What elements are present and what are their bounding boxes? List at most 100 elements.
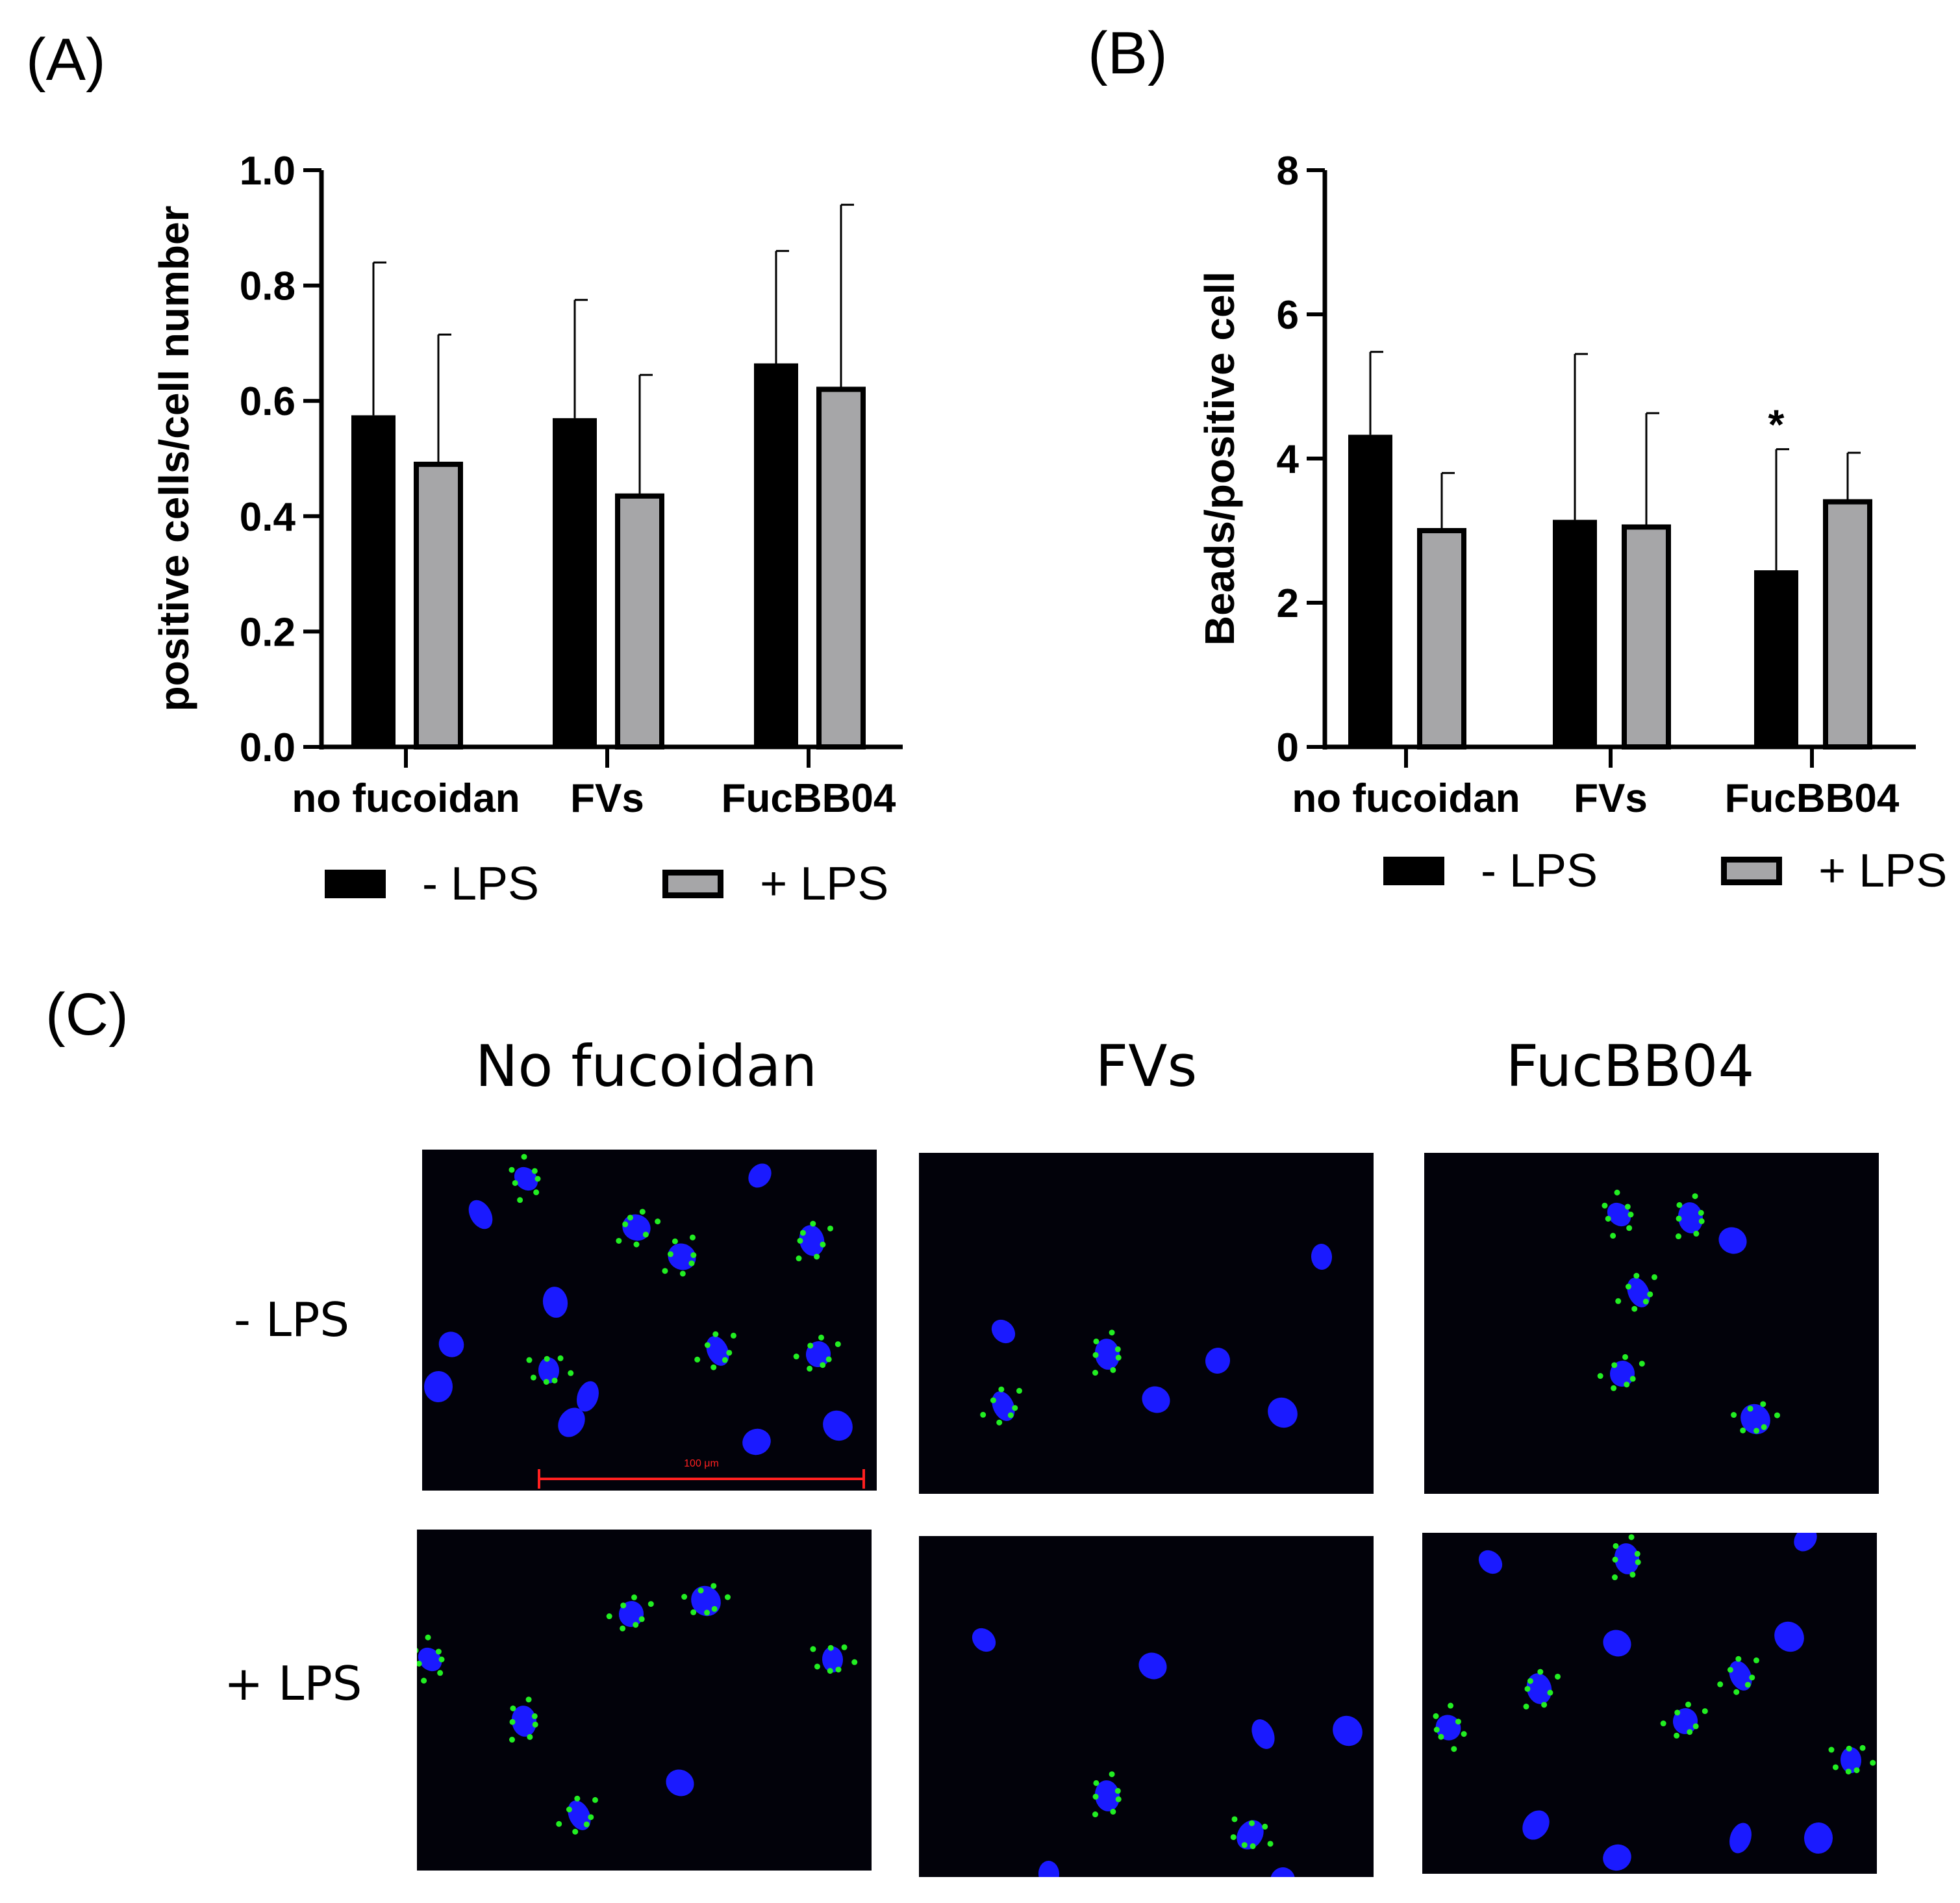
nucleus xyxy=(558,1407,585,1437)
bar xyxy=(351,415,396,747)
bead xyxy=(672,1238,678,1244)
nucleus xyxy=(1333,1715,1363,1746)
bead xyxy=(1625,1283,1631,1290)
bead xyxy=(1241,1842,1248,1848)
bead xyxy=(633,1622,639,1628)
y-tick-label: 0.4 xyxy=(240,495,296,540)
bead xyxy=(697,1587,704,1594)
bead xyxy=(1523,1704,1529,1710)
bead xyxy=(1007,1412,1014,1418)
bead xyxy=(543,1379,549,1385)
bead xyxy=(841,1644,848,1650)
bead xyxy=(1438,1733,1444,1740)
micrograph-cells xyxy=(980,1244,1333,1428)
y-axis-label: positive cells/cell number xyxy=(151,206,197,712)
nucleus xyxy=(1718,1227,1747,1254)
panel-label-c: (C) xyxy=(45,981,129,1048)
bead xyxy=(1093,1780,1099,1786)
nucleus xyxy=(438,1331,464,1357)
bead xyxy=(1828,1746,1835,1753)
bead xyxy=(592,1796,598,1803)
bead xyxy=(1249,1820,1255,1826)
nucleus xyxy=(542,1287,568,1318)
panel-label-b: (B) xyxy=(1088,20,1168,86)
bead xyxy=(726,1350,733,1356)
bead xyxy=(1611,1385,1617,1391)
bead xyxy=(1870,1759,1876,1766)
bead xyxy=(425,1634,431,1641)
bead xyxy=(1693,1230,1700,1237)
nucleus xyxy=(618,1601,644,1627)
bead xyxy=(534,1176,541,1182)
bead xyxy=(1615,1298,1622,1304)
bead xyxy=(1633,1272,1640,1279)
nucleus xyxy=(1740,1404,1770,1435)
nucleus xyxy=(1609,1361,1635,1387)
bead xyxy=(1110,1367,1116,1373)
bead xyxy=(851,1659,858,1665)
bead xyxy=(793,1354,799,1360)
bead xyxy=(1537,1669,1544,1675)
bead xyxy=(1735,1656,1742,1662)
bead xyxy=(810,1220,816,1227)
bead xyxy=(681,1594,688,1600)
bead xyxy=(690,1609,697,1615)
bead xyxy=(1727,1667,1733,1673)
bead xyxy=(1231,1816,1238,1822)
nucleus xyxy=(1268,1397,1298,1428)
bead xyxy=(1639,1361,1645,1367)
bead xyxy=(1635,1559,1641,1565)
bead xyxy=(532,1721,538,1728)
nucleus xyxy=(1840,1747,1862,1773)
bead xyxy=(1527,1678,1533,1684)
bead xyxy=(1692,1723,1699,1730)
nucleus xyxy=(1774,1621,1804,1652)
nucleus xyxy=(1672,1708,1698,1734)
bead xyxy=(639,1209,646,1215)
bead xyxy=(526,1357,533,1363)
bead xyxy=(1541,1702,1548,1708)
bead xyxy=(1611,1362,1618,1368)
bead xyxy=(796,1255,802,1262)
y-tick-label: 0.6 xyxy=(240,379,295,424)
bead xyxy=(1092,1352,1099,1358)
x-tick-label: FVs xyxy=(1574,776,1648,821)
nucleus xyxy=(1251,1719,1275,1749)
bead xyxy=(606,1613,612,1620)
bead xyxy=(679,1270,686,1277)
y-tick-label: 1.0 xyxy=(240,149,295,194)
bead xyxy=(1547,1689,1553,1696)
bead xyxy=(1651,1274,1657,1280)
micrograph-fvs-minus-lps xyxy=(919,1153,1374,1494)
bar xyxy=(1754,570,1798,747)
bead xyxy=(1110,1808,1116,1815)
y-tick-label: 6 xyxy=(1277,293,1299,338)
nucleus xyxy=(1677,1202,1703,1233)
bead xyxy=(1624,1204,1631,1210)
bar xyxy=(1622,524,1671,750)
bead xyxy=(1448,1702,1454,1709)
row-title-minus-lps: - LPS xyxy=(234,1292,350,1347)
bead xyxy=(1012,1405,1018,1411)
bead xyxy=(814,1254,820,1260)
bead xyxy=(996,1419,1003,1426)
nucleus xyxy=(1478,1550,1503,1574)
nucleus xyxy=(1607,1202,1631,1227)
legend-label-plus-lps: + LPS xyxy=(1818,845,1948,897)
micrograph-cells xyxy=(1433,1533,1876,1871)
bead xyxy=(655,1218,661,1225)
bead xyxy=(509,1737,515,1743)
bar xyxy=(615,493,664,750)
bar xyxy=(1417,528,1466,750)
y-tick-label: 8 xyxy=(1277,149,1299,194)
bar xyxy=(816,386,866,750)
bead xyxy=(1610,1233,1616,1239)
nucleus xyxy=(805,1341,831,1367)
nucleus xyxy=(538,1357,560,1383)
nucleus xyxy=(423,1371,453,1402)
bead xyxy=(1267,1841,1274,1847)
bead xyxy=(1859,1745,1866,1751)
y-axis-label: Beads/positive cell xyxy=(1196,271,1243,646)
bead xyxy=(1845,1769,1852,1775)
bead xyxy=(1674,1732,1680,1739)
